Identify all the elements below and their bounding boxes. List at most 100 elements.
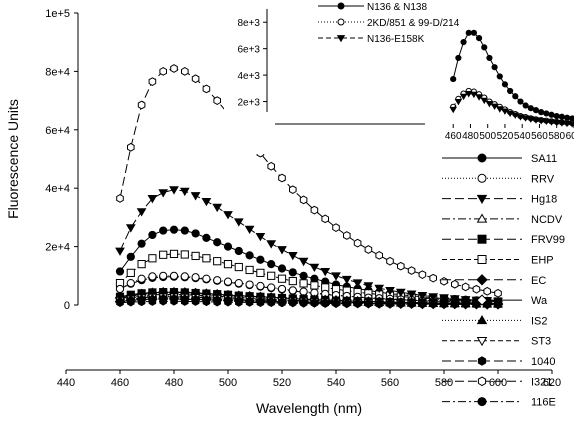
inset-x-tick-label: 580 <box>548 131 565 142</box>
legend-marker <box>477 397 487 407</box>
series-1040 <box>116 296 502 309</box>
data-point <box>343 231 351 240</box>
inset-data-point <box>460 38 467 46</box>
inset-data-point <box>543 110 550 117</box>
data-point <box>170 296 178 306</box>
data-point <box>385 287 395 296</box>
data-point <box>126 279 135 288</box>
legend-item-SA11: SA11 <box>442 153 557 165</box>
inset-data-point <box>507 87 514 95</box>
data-point <box>266 240 277 249</box>
data-point <box>224 297 232 307</box>
inset-data-point <box>552 119 561 127</box>
data-point <box>277 246 287 255</box>
data-point <box>213 276 222 285</box>
legend-item-Hg18: Hg18 <box>442 194 557 206</box>
data-point <box>364 245 373 254</box>
data-point <box>213 297 221 307</box>
legend-item-EC: EC <box>442 274 546 287</box>
inset-x-tick-label: 560 <box>531 131 548 142</box>
data-point <box>374 284 385 293</box>
data-point <box>233 218 244 227</box>
data-point <box>201 198 212 207</box>
inset-y-tick-label: 4e+3 <box>237 71 260 82</box>
data-point <box>332 299 340 308</box>
data-point <box>148 77 157 86</box>
inset-data-point <box>532 107 540 114</box>
inset-data-point <box>496 106 504 113</box>
inset-legend-item-2KD/851 & 99-D/214: 2KD/851 & 99-D/214 <box>318 18 460 29</box>
legend-marker <box>476 337 488 347</box>
data-point <box>363 282 374 291</box>
data-point <box>364 299 373 309</box>
data-point <box>256 298 265 307</box>
legend-marker <box>477 153 487 163</box>
inset-data-point <box>547 119 556 126</box>
data-point <box>309 263 320 272</box>
data-point <box>483 286 491 296</box>
legend-item-Wa: Wa <box>442 294 548 307</box>
inset-data-point <box>527 105 534 112</box>
inset-x-tick-label: 480 <box>462 131 479 142</box>
data-point <box>245 265 254 275</box>
data-point <box>277 264 287 273</box>
data-point <box>278 173 286 183</box>
legend-marker <box>477 234 487 244</box>
data-point <box>449 295 460 304</box>
data-point <box>332 223 340 232</box>
data-point <box>137 100 146 110</box>
inset-data-point <box>516 114 525 121</box>
legend-item-ST3: ST3 <box>442 336 551 348</box>
data-point <box>407 299 416 309</box>
x-axis-title: Wavelength (nm) <box>256 400 362 416</box>
data-point <box>353 299 362 309</box>
data-point <box>125 224 136 233</box>
inset-legend-label: N136-E158K <box>367 34 425 45</box>
data-point <box>428 293 439 302</box>
data-point <box>126 268 135 277</box>
data-point <box>223 211 233 220</box>
inset-y-tick-label: 6e+3 <box>237 45 260 56</box>
inset-data-point <box>480 97 488 105</box>
legend-marker <box>476 213 488 223</box>
legend-item-116E: 116E <box>442 397 556 409</box>
data-point <box>213 96 221 105</box>
y-tick-label: 0 <box>64 300 70 312</box>
data-point <box>267 298 275 307</box>
data-point <box>429 273 437 283</box>
inset-data-point <box>481 44 488 51</box>
data-point <box>310 298 319 308</box>
inset-data-point <box>553 113 560 120</box>
y-tick-label: 8e+4 <box>45 66 70 78</box>
y-axis-title: Fluorescence Units <box>5 99 21 219</box>
inset-data-point <box>465 29 472 36</box>
legend-marker <box>477 255 487 264</box>
x-tick-label: 500 <box>219 377 237 389</box>
data-point <box>147 195 158 204</box>
y-tick-label: 1e+5 <box>45 8 70 20</box>
data-point <box>472 284 481 294</box>
data-point <box>267 260 276 269</box>
inset-data-point <box>532 117 540 124</box>
data-point <box>299 298 308 308</box>
data-point <box>213 257 222 266</box>
data-point <box>169 271 179 280</box>
data-point <box>298 257 309 267</box>
data-point <box>235 298 243 307</box>
legend-item-NCDV: NCDV <box>442 213 563 226</box>
data-point <box>116 194 124 203</box>
data-point <box>299 279 308 288</box>
data-point <box>126 252 135 261</box>
y-tick-label: 2e+4 <box>45 242 70 254</box>
data-point <box>440 277 448 286</box>
data-point <box>299 195 308 205</box>
x-tick-label: 560 <box>381 377 399 389</box>
data-point <box>115 247 125 256</box>
data-point <box>278 298 286 308</box>
data-point <box>181 67 189 76</box>
data-point <box>234 246 243 256</box>
legend-label: SA11 <box>531 153 557 165</box>
y-tick-label: 4e+4 <box>45 183 70 195</box>
data-point <box>341 275 352 285</box>
